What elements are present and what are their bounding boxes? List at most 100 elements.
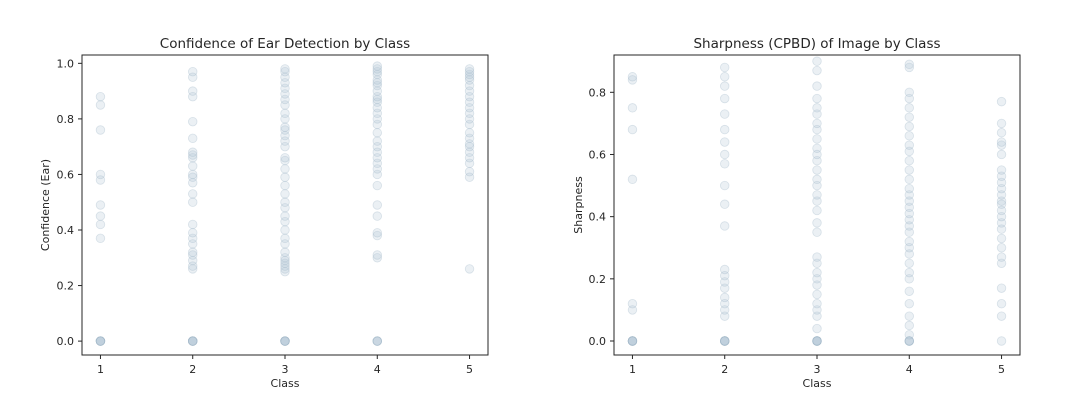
data-point xyxy=(904,59,914,70)
data-point xyxy=(95,91,106,102)
data-point xyxy=(372,119,382,130)
y-tick-label: 0.6 xyxy=(57,168,75,181)
data-point xyxy=(904,267,914,278)
data-point xyxy=(812,252,822,262)
data-point xyxy=(188,336,198,346)
data-point xyxy=(464,139,475,149)
data-point xyxy=(904,112,914,122)
data-point xyxy=(372,78,382,88)
data-point xyxy=(95,336,106,346)
data-point xyxy=(904,93,914,104)
x-tick-label: 4 xyxy=(374,363,381,376)
data-point xyxy=(372,147,382,157)
data-point xyxy=(372,250,382,260)
data-point xyxy=(372,136,382,146)
data-point xyxy=(904,336,914,346)
data-point xyxy=(720,336,730,346)
data-point xyxy=(812,180,822,191)
data-point xyxy=(372,91,382,102)
data-point xyxy=(720,149,730,160)
data-point xyxy=(464,80,475,91)
data-point xyxy=(627,336,638,346)
data-point xyxy=(372,128,382,138)
data-point xyxy=(280,122,290,132)
data-point xyxy=(188,255,198,266)
data-point xyxy=(464,128,475,138)
data-point xyxy=(188,239,198,249)
data-point xyxy=(95,336,106,346)
data-point xyxy=(372,211,382,221)
x-tick-label: 5 xyxy=(998,363,1005,376)
data-point xyxy=(627,299,638,309)
y-tick-label: 0.0 xyxy=(57,335,75,348)
data-point xyxy=(996,149,1007,160)
data-point xyxy=(188,250,198,260)
data-point xyxy=(280,100,290,110)
data-point xyxy=(372,69,382,80)
data-point xyxy=(996,183,1007,194)
y-tick-label: 0.6 xyxy=(589,148,607,161)
data-point xyxy=(280,141,290,152)
data-point xyxy=(904,227,914,237)
data-point xyxy=(188,228,198,238)
data-point xyxy=(720,137,730,147)
data-point xyxy=(280,336,290,346)
data-point xyxy=(996,205,1007,216)
data-point xyxy=(720,81,730,91)
data-point xyxy=(904,140,914,150)
y-ticks: 0.0 0.2 0.4 0.6 0.8 1.0 xyxy=(57,57,82,348)
data-point xyxy=(464,119,475,130)
data-point xyxy=(904,221,914,231)
data-point xyxy=(812,118,822,129)
data-point xyxy=(464,147,475,157)
data-point xyxy=(720,292,730,303)
data-point xyxy=(720,72,730,82)
y-tick-label: 0.2 xyxy=(589,273,607,286)
data-point xyxy=(904,320,914,331)
data-point xyxy=(95,169,106,180)
data-point xyxy=(188,147,198,157)
data-point xyxy=(372,108,382,119)
data-point xyxy=(720,336,730,346)
data-point xyxy=(904,196,914,206)
data-point xyxy=(188,86,198,96)
x-axis-label: Class xyxy=(803,377,832,390)
data-point xyxy=(280,155,290,166)
data-point xyxy=(372,97,382,107)
data-point xyxy=(372,114,382,124)
y-tick-label: 0.0 xyxy=(589,335,607,348)
data-point xyxy=(720,305,730,315)
data-point xyxy=(280,225,290,235)
data-point xyxy=(720,93,730,104)
data-point xyxy=(720,336,730,346)
data-point xyxy=(996,211,1007,222)
data-point xyxy=(280,266,290,277)
data-point xyxy=(372,141,382,152)
data-point xyxy=(812,336,822,346)
data-point xyxy=(720,62,730,73)
data-point xyxy=(464,75,475,85)
data-point xyxy=(464,153,475,163)
data-point xyxy=(996,196,1007,206)
data-point xyxy=(372,164,382,174)
data-point xyxy=(188,247,198,257)
data-point xyxy=(464,66,475,77)
data-point xyxy=(720,336,730,346)
data-point xyxy=(464,166,475,177)
data-point xyxy=(904,299,914,309)
data-point xyxy=(627,305,638,315)
y-axis-label: Confidence (Ear) xyxy=(39,159,52,251)
data-point xyxy=(720,283,730,293)
data-point xyxy=(996,128,1007,138)
data-point xyxy=(280,136,290,146)
data-point xyxy=(720,180,730,191)
data-point xyxy=(812,134,822,144)
data-point xyxy=(720,199,730,209)
chart-sharpness: Sharpness (CPBD) of Image by Class 1 2 3 4 5… xyxy=(572,36,1021,390)
data-point xyxy=(464,108,475,119)
data-point xyxy=(996,224,1007,234)
data-point xyxy=(904,121,914,132)
data-point xyxy=(720,109,730,119)
data-point xyxy=(280,78,290,88)
data-point xyxy=(812,336,822,346)
